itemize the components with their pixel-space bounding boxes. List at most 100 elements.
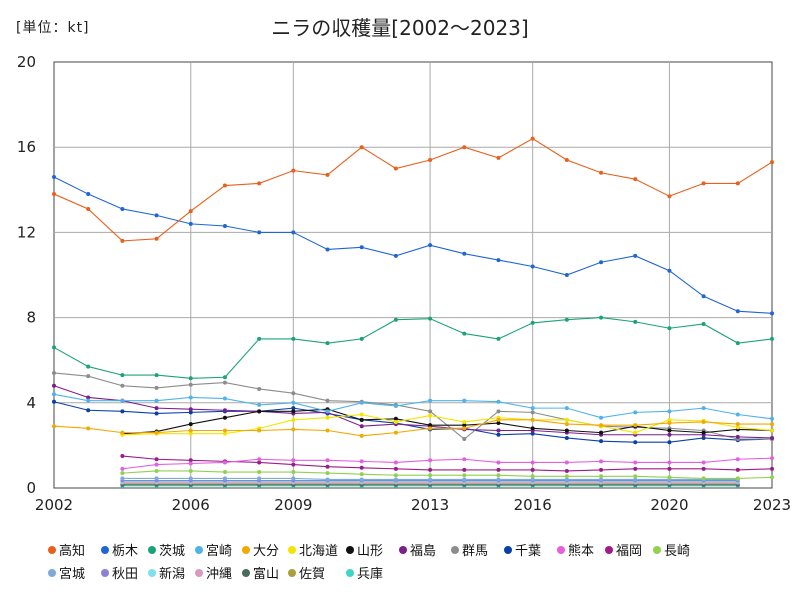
legend-label: 兵庫 xyxy=(357,567,384,582)
legend-item: 福島 xyxy=(399,540,436,559)
data-point xyxy=(86,426,91,431)
data-point xyxy=(701,321,706,326)
data-point xyxy=(359,477,364,482)
legend-item: 千葉 xyxy=(504,540,541,559)
legend-item: 大分 xyxy=(242,540,279,559)
data-point xyxy=(257,230,262,235)
data-point xyxy=(188,468,193,473)
data-point xyxy=(222,428,227,433)
data-point xyxy=(393,473,398,478)
data-point xyxy=(222,431,227,436)
data-point xyxy=(359,412,364,417)
series-line xyxy=(53,317,773,379)
data-point xyxy=(701,460,706,465)
legend-marker-icon xyxy=(288,545,296,554)
data-point xyxy=(530,410,535,415)
data-point xyxy=(735,422,740,427)
data-point xyxy=(188,461,193,466)
data-point xyxy=(530,474,535,479)
data-point xyxy=(701,406,706,411)
data-point xyxy=(735,412,740,417)
data-point xyxy=(291,336,296,341)
data-point xyxy=(428,473,433,478)
legend-marker-icon xyxy=(101,568,109,577)
data-point xyxy=(770,466,774,471)
data-point xyxy=(86,374,91,379)
data-point xyxy=(257,386,262,391)
data-point xyxy=(735,309,740,314)
data-point xyxy=(393,419,398,424)
legend-label: 福島 xyxy=(410,544,437,559)
unit-label: [単位：kt] xyxy=(16,20,90,36)
data-point xyxy=(325,464,330,469)
data-point xyxy=(599,430,604,435)
legend-item: 熊本 xyxy=(557,540,594,559)
data-point xyxy=(667,428,672,433)
data-point xyxy=(530,426,535,431)
legend-label: 熊本 xyxy=(568,544,595,559)
data-point xyxy=(496,460,501,465)
data-point xyxy=(291,409,296,414)
series-line xyxy=(53,419,772,437)
data-point xyxy=(154,398,159,403)
data-point xyxy=(564,468,569,473)
data-point xyxy=(462,457,467,462)
data-point xyxy=(291,391,296,396)
legend-label: 茨城 xyxy=(159,544,186,559)
data-point xyxy=(564,422,569,427)
data-point xyxy=(462,398,467,403)
data-point xyxy=(633,477,638,482)
data-point xyxy=(428,458,433,463)
data-point xyxy=(530,467,535,472)
legend-label: 大分 xyxy=(253,544,280,559)
data-point xyxy=(291,417,296,422)
x-tick-label: 2023 xyxy=(753,496,791,514)
data-point xyxy=(462,467,467,472)
data-point xyxy=(428,426,433,431)
legend-item: 秋田 xyxy=(101,563,138,582)
data-point xyxy=(770,336,774,341)
legend-label: 宮崎 xyxy=(206,544,233,559)
data-point xyxy=(667,421,672,426)
series-line xyxy=(53,138,773,242)
data-point xyxy=(599,477,604,482)
data-point xyxy=(496,409,501,414)
data-point xyxy=(325,471,330,476)
y-tick-label: 20 xyxy=(17,53,36,71)
data-point xyxy=(393,166,398,171)
data-point xyxy=(462,251,467,256)
data-point xyxy=(257,457,262,462)
data-point xyxy=(633,474,638,479)
data-point xyxy=(52,345,56,350)
data-point xyxy=(291,168,296,173)
data-point xyxy=(770,428,774,433)
data-point xyxy=(701,466,706,471)
legend-label: 千葉 xyxy=(515,544,542,559)
data-point xyxy=(291,458,296,463)
data-point xyxy=(120,471,125,476)
data-point xyxy=(530,320,535,325)
legend-marker-icon xyxy=(242,545,250,554)
data-point xyxy=(393,416,398,421)
legend-marker-icon xyxy=(346,545,354,554)
data-point xyxy=(496,336,501,341)
legend-label: 栃木 xyxy=(112,544,139,559)
data-point xyxy=(325,477,330,482)
data-point xyxy=(564,157,569,162)
data-point xyxy=(735,467,740,472)
data-point xyxy=(564,460,569,465)
data-point xyxy=(701,430,706,435)
data-point xyxy=(291,470,296,475)
data-point xyxy=(428,398,433,403)
legend-item: 高知 xyxy=(48,540,85,559)
data-point xyxy=(530,264,535,269)
data-point xyxy=(52,175,56,180)
data-point xyxy=(393,460,398,465)
data-point xyxy=(325,428,330,433)
data-point xyxy=(86,364,91,369)
legend-marker-icon xyxy=(195,568,203,577)
data-point xyxy=(530,477,535,482)
data-point xyxy=(393,430,398,435)
data-point xyxy=(393,477,398,482)
data-point xyxy=(188,431,193,436)
